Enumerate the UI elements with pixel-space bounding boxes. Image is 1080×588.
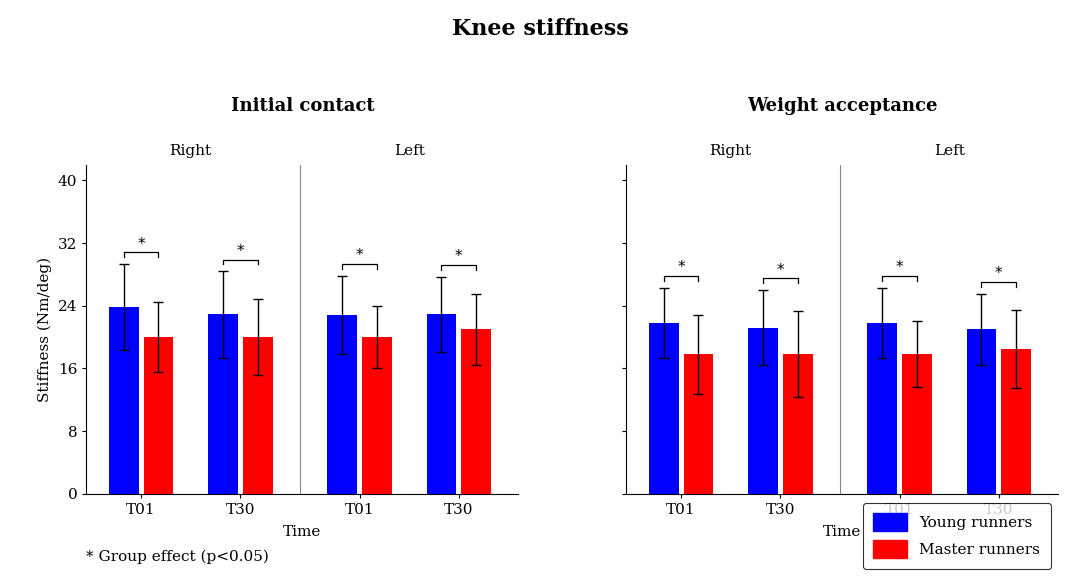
Bar [1001, 349, 1031, 494]
Text: * Group effect (p<0.05): * Group effect (p<0.05) [86, 550, 269, 564]
X-axis label: Time: Time [283, 525, 322, 539]
Bar [461, 329, 491, 494]
Text: *: * [137, 236, 145, 252]
Y-axis label: Stiffness (Nm/deg): Stiffness (Nm/deg) [38, 257, 52, 402]
Text: Right: Right [710, 144, 752, 158]
Text: Left: Left [394, 144, 424, 158]
Bar [783, 355, 812, 494]
Bar [144, 337, 173, 494]
Bar [649, 323, 678, 494]
Bar [967, 329, 997, 494]
Text: *: * [895, 260, 903, 275]
Bar [243, 337, 272, 494]
Text: *: * [455, 249, 462, 264]
Bar [327, 315, 357, 494]
Bar [208, 315, 238, 494]
Text: *: * [237, 243, 244, 259]
Text: Knee stiffness: Knee stiffness [451, 18, 629, 39]
Bar [902, 355, 932, 494]
X-axis label: Time: Time [823, 525, 862, 539]
Text: *: * [777, 262, 784, 278]
Text: *: * [677, 260, 685, 275]
Bar [362, 337, 392, 494]
Text: Left: Left [934, 144, 964, 158]
Text: Right: Right [170, 144, 212, 158]
Bar [427, 315, 457, 494]
Bar [684, 355, 713, 494]
Bar [867, 323, 897, 494]
Legend: Young runners, Master runners: Young runners, Master runners [863, 503, 1051, 569]
Text: Initial contact: Initial contact [231, 97, 374, 115]
Text: *: * [355, 248, 363, 263]
Bar [748, 328, 778, 494]
Text: *: * [995, 266, 1002, 282]
Text: Weight acceptance: Weight acceptance [747, 97, 937, 115]
Bar [109, 308, 138, 494]
